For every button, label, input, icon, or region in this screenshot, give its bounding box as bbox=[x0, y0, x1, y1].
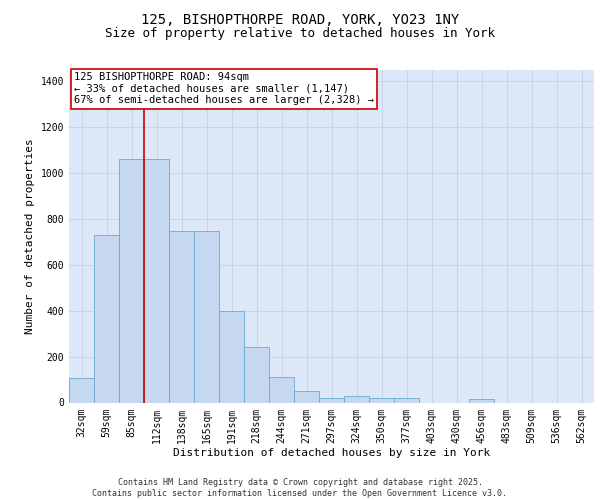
Bar bbox=[69, 378, 94, 402]
Text: Size of property relative to detached houses in York: Size of property relative to detached ho… bbox=[105, 28, 495, 40]
Bar bbox=[294, 391, 319, 402]
Bar bbox=[469, 400, 494, 402]
Bar bbox=[94, 235, 119, 402]
Bar bbox=[394, 398, 419, 402]
Bar bbox=[319, 398, 344, 402]
Text: Contains HM Land Registry data © Crown copyright and database right 2025.
Contai: Contains HM Land Registry data © Crown c… bbox=[92, 478, 508, 498]
Text: 125, BISHOPTHORPE ROAD, YORK, YO23 1NY: 125, BISHOPTHORPE ROAD, YORK, YO23 1NY bbox=[141, 12, 459, 26]
Y-axis label: Number of detached properties: Number of detached properties bbox=[25, 138, 35, 334]
Bar bbox=[344, 396, 369, 402]
Bar bbox=[194, 230, 219, 402]
Bar bbox=[244, 348, 269, 403]
Text: 125 BISHOPTHORPE ROAD: 94sqm
← 33% of detached houses are smaller (1,147)
67% of: 125 BISHOPTHORPE ROAD: 94sqm ← 33% of de… bbox=[74, 72, 374, 106]
Bar bbox=[369, 398, 394, 402]
Bar bbox=[169, 230, 194, 402]
Bar bbox=[269, 378, 294, 402]
Bar bbox=[119, 160, 144, 402]
Bar bbox=[144, 160, 169, 402]
X-axis label: Distribution of detached houses by size in York: Distribution of detached houses by size … bbox=[173, 448, 490, 458]
Bar bbox=[219, 311, 244, 402]
